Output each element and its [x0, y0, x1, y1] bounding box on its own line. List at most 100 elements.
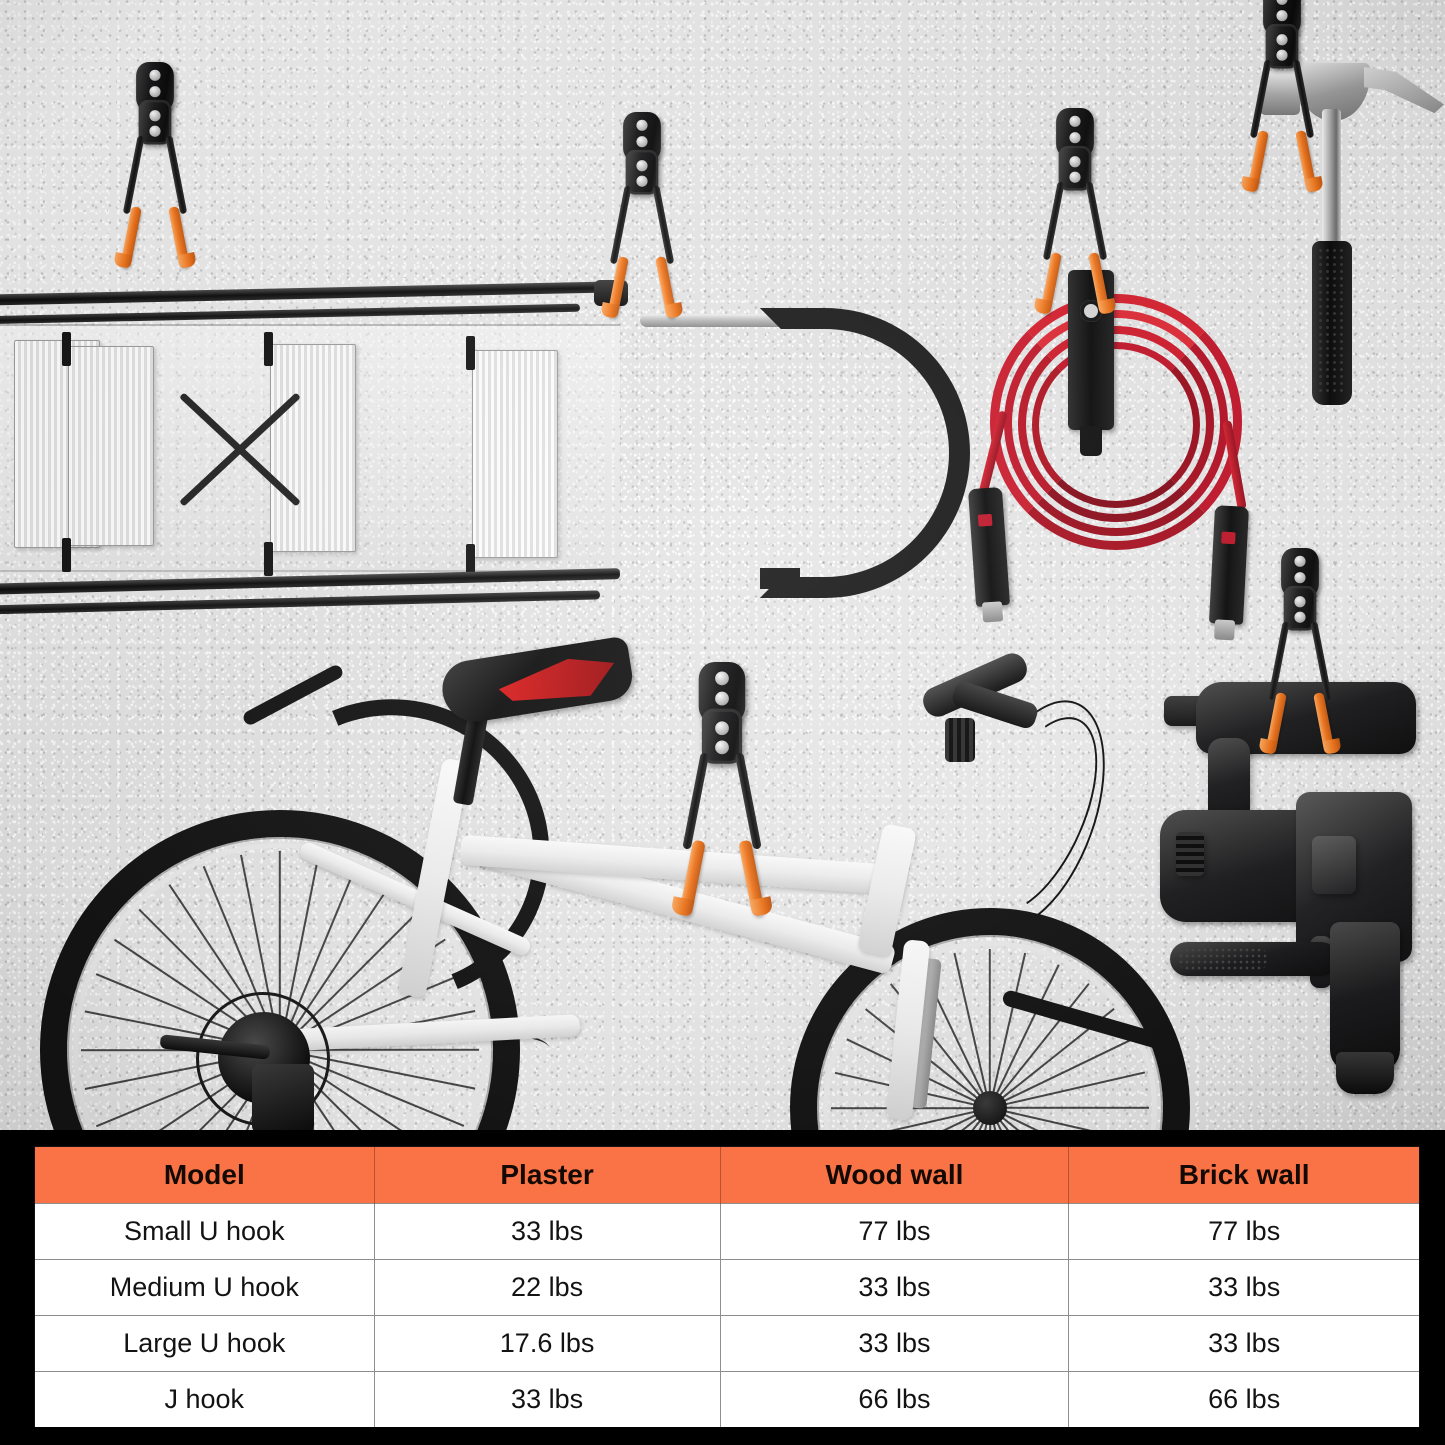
- cell-wood: 77 lbs: [720, 1202, 1070, 1259]
- hook-screw-hole: [1276, 0, 1288, 5]
- hammer: [1250, 55, 1444, 405]
- table-header-row: Model Plaster Wood wall Brick wall: [35, 1147, 1419, 1203]
- table-row: Large U hook 17.6 lbs 33 lbs 33 lbs: [35, 1314, 1419, 1371]
- product-photo: [0, 0, 1445, 1130]
- hook-arm: [652, 185, 675, 265]
- cell-model: J hook: [35, 1370, 375, 1427]
- ladder-rung: [472, 350, 558, 558]
- ladder-bracket: [264, 332, 273, 366]
- ladder-x-brace: [160, 376, 301, 516]
- hook-screw-hole: [1069, 156, 1081, 168]
- ladder-rail: [0, 590, 601, 615]
- cable-plug: [1208, 505, 1250, 625]
- hook-screw-hole: [636, 119, 648, 131]
- ladder: [0, 280, 628, 630]
- hook-screw-hole: [715, 671, 729, 686]
- rotary-hammer-drill: [1160, 660, 1445, 1094]
- extension-cable: [960, 270, 1270, 650]
- load-capacity-table: Model Plaster Wood wall Brick wall Small…: [34, 1146, 1420, 1427]
- hook-arm: [609, 185, 632, 265]
- drill-barrel: [1330, 922, 1400, 1072]
- hook-arm: [165, 135, 188, 215]
- column-header-plaster: Plaster: [374, 1147, 721, 1203]
- bike-saddle: [438, 635, 636, 727]
- column-header-model: Model: [35, 1147, 375, 1203]
- hook-screw-hole: [1276, 49, 1288, 61]
- cable-coil: [990, 294, 1242, 550]
- hook-screw-hole: [636, 160, 648, 172]
- table-row: J hook 33 lbs 66 lbs 66 lbs: [35, 1370, 1419, 1427]
- handlebar-stem: [945, 718, 975, 762]
- ladder-bracket: [264, 542, 273, 576]
- hook-screw-hole: [149, 86, 161, 98]
- hook-screw-hole: [1276, 10, 1288, 22]
- hook-screw-hole: [1069, 132, 1081, 144]
- ladder-bracket: [62, 538, 71, 572]
- hook-screw-hole: [1276, 34, 1288, 46]
- hook-screw-hole: [636, 175, 648, 187]
- hook-screw-hole: [715, 740, 729, 755]
- cell-brick: 33 lbs: [1068, 1314, 1419, 1371]
- hook-screw-hole: [149, 69, 161, 81]
- drill-mode-selector: [1312, 836, 1356, 894]
- hook-screw-hole: [715, 691, 729, 706]
- hammer-grip: [1312, 241, 1352, 405]
- cell-model: Small U hook: [35, 1202, 375, 1259]
- ladder-rail: [0, 281, 621, 306]
- cell-brick: 77 lbs: [1068, 1202, 1419, 1259]
- saddle-red-accent: [496, 652, 619, 710]
- hook-screw-hole: [149, 125, 161, 137]
- bicycle: [0, 635, 1190, 1130]
- derailleur: [252, 1064, 314, 1130]
- hook-screw-hole: [149, 110, 161, 122]
- ladder-rung: [68, 346, 154, 546]
- hook-screw-hole: [1294, 555, 1306, 567]
- u-lock-bar: [640, 300, 970, 620]
- cell-plaster: 17.6 lbs: [374, 1314, 721, 1371]
- ladder-bracket: [466, 544, 475, 578]
- hook-orange-tip: [119, 206, 142, 269]
- cell-brick: 66 lbs: [1068, 1370, 1419, 1427]
- cell-brick: 33 lbs: [1068, 1258, 1419, 1315]
- cell-plaster: 22 lbs: [374, 1258, 721, 1315]
- cable-plug: [967, 486, 1011, 608]
- cell-model: Medium U hook: [35, 1258, 375, 1315]
- cable-coil: [1018, 326, 1214, 522]
- cell-wood: 33 lbs: [720, 1314, 1070, 1371]
- column-header-brick: Brick wall: [1068, 1147, 1419, 1203]
- cell-wood: 33 lbs: [720, 1258, 1070, 1315]
- front-hub: [972, 1090, 1008, 1126]
- cable-strap: [1068, 270, 1114, 456]
- hammer-claw: [1364, 67, 1444, 114]
- cell-wood: 66 lbs: [720, 1370, 1070, 1427]
- u-lock-bend: [760, 308, 970, 598]
- u-lock-tail: [760, 568, 800, 589]
- cell-plaster: 33 lbs: [374, 1370, 721, 1427]
- ladder-bracket: [466, 336, 475, 370]
- ladder-rail: [0, 303, 581, 325]
- spec-table: Model Plaster Wood wall Brick wall Small…: [35, 1147, 1419, 1427]
- hook-screw-hole: [1294, 611, 1306, 623]
- hook-screw-hole: [1069, 171, 1081, 183]
- hook-screw-hole: [636, 136, 648, 148]
- hook-arm: [1042, 181, 1065, 261]
- drill-chuck: [1336, 1052, 1394, 1094]
- ladder-rung: [270, 344, 356, 552]
- drill-side-handle: [1170, 942, 1338, 976]
- hook-screw-hole: [1294, 596, 1306, 608]
- column-header-wood: Wood wall: [720, 1147, 1070, 1203]
- table-row: Medium U hook 22 lbs 33 lbs 33 lbs: [35, 1258, 1419, 1315]
- ladder-rail: [0, 568, 621, 595]
- hook-screw-hole: [715, 721, 729, 736]
- table-row: Small U hook 33 lbs 77 lbs 77 lbs: [35, 1202, 1419, 1259]
- drill-vent: [1176, 832, 1204, 876]
- hook-screw-hole: [1294, 572, 1306, 584]
- hook-arm: [1085, 181, 1108, 261]
- ladder-bracket: [62, 332, 71, 366]
- hook-orange-tip: [168, 206, 191, 269]
- cell-model: Large U hook: [35, 1314, 375, 1371]
- cell-plaster: 33 lbs: [374, 1202, 721, 1259]
- hook-screw-hole: [1069, 115, 1081, 127]
- hook-arm: [122, 135, 145, 215]
